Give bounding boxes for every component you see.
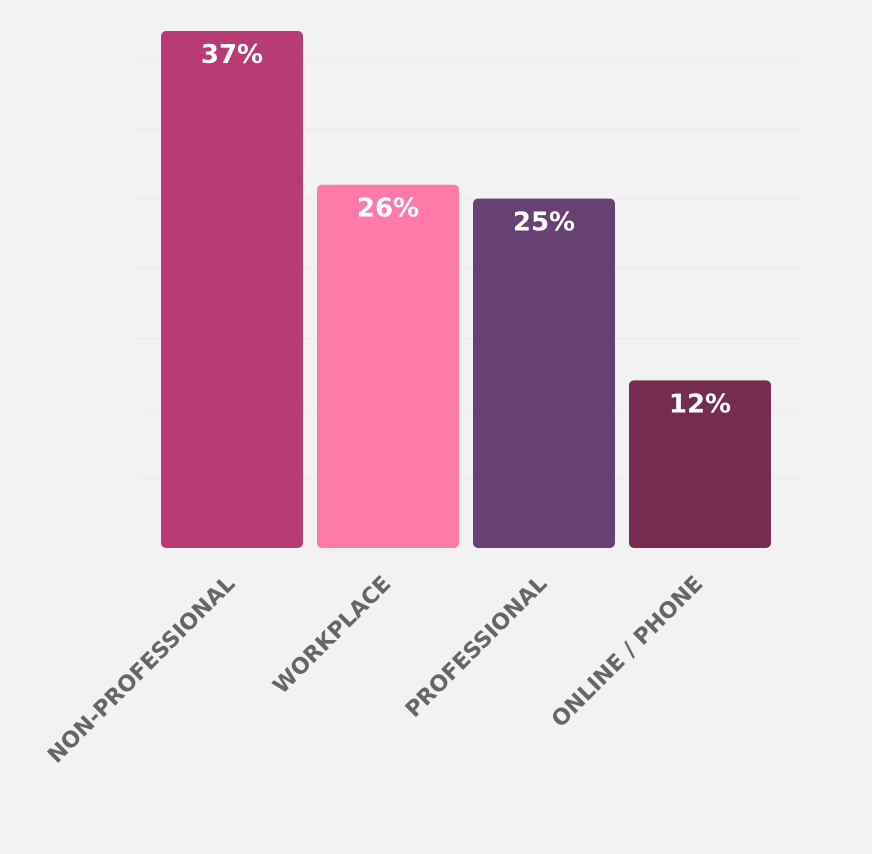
category-label: NON-PROFESSIONAL: [43, 572, 240, 769]
value-label: 37%: [201, 40, 263, 70]
category-label: ONLINE / PHONE: [547, 572, 708, 733]
value-label: 25%: [513, 208, 575, 238]
category-label: WORKPLACE: [269, 572, 397, 700]
bar: [473, 198, 615, 549]
bar: [629, 380, 771, 548]
bar: [317, 184, 459, 548]
value-label: 12%: [669, 389, 731, 419]
bar: [161, 31, 303, 548]
category-label: PROFESSIONAL: [401, 572, 552, 723]
value-label: 26%: [357, 194, 419, 224]
